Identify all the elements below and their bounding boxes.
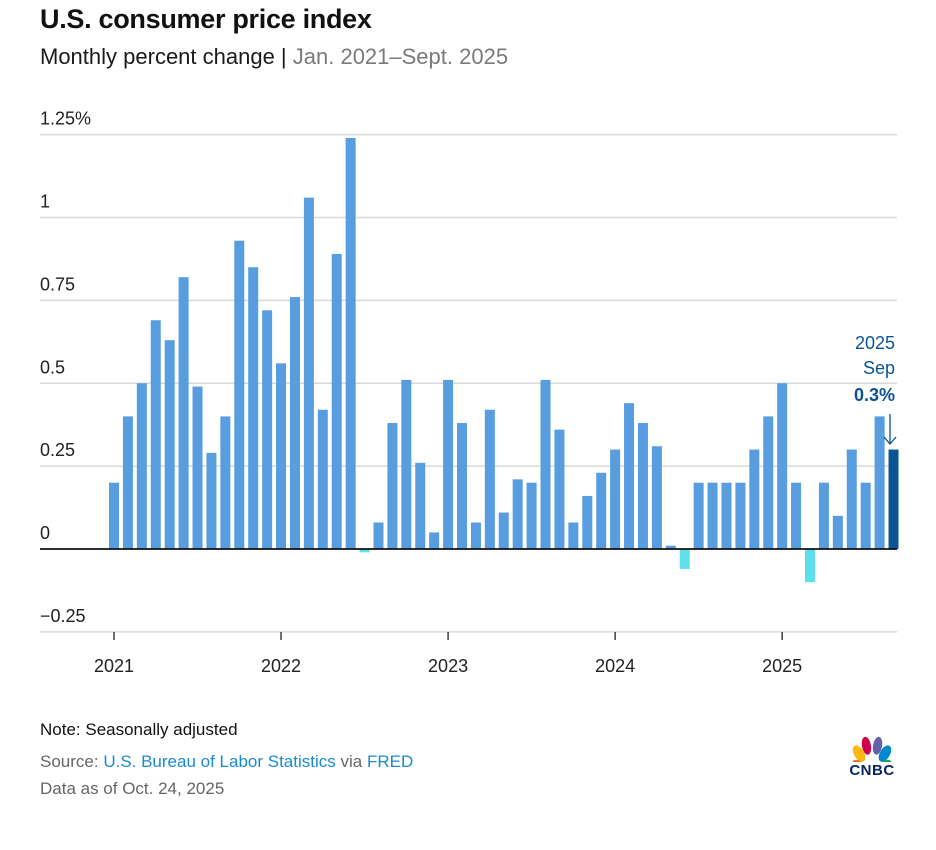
x-tick-label: 2025 <box>762 656 802 676</box>
source-line: Source: U.S. Bureau of Labor Statistics … <box>40 752 413 772</box>
bar <box>164 340 175 549</box>
bar <box>818 482 829 549</box>
down-arrow-icon <box>883 414 897 445</box>
bar <box>457 423 467 549</box>
y-tick-label: 0.75 <box>40 274 75 294</box>
bar <box>122 416 133 549</box>
data-as-of: Data as of Oct. 24, 2025 <box>40 779 225 798</box>
chart-subtitle: Monthly percent change | Jan. 2021–Sept.… <box>40 44 508 70</box>
subtitle-main: Monthly percent change | <box>40 44 293 69</box>
bar <box>540 379 551 549</box>
bar <box>484 409 495 549</box>
cnbc-logo: CNBC <box>842 734 902 780</box>
y-tick-label: −0.25 <box>40 606 86 626</box>
bar <box>763 416 774 549</box>
bar <box>874 416 885 549</box>
bar <box>888 449 899 549</box>
bar <box>735 482 746 549</box>
bar <box>832 515 843 549</box>
bar <box>721 482 732 549</box>
y-tick-label: 0.5 <box>40 357 65 377</box>
bar <box>791 482 802 549</box>
x-tick-label: 2022 <box>261 656 301 676</box>
x-axis: 2021 2022 2023 2024 2025 <box>94 632 802 676</box>
bar <box>707 482 718 549</box>
subtitle-range: Jan. 2021–Sept. 2025 <box>292 44 509 69</box>
bar <box>749 449 760 549</box>
bar <box>303 197 314 550</box>
y-tick-label: 0 <box>40 523 50 543</box>
annotation-value: 0.3% <box>854 385 895 405</box>
x-tick-label: 2024 <box>595 656 635 676</box>
logo-text: CNBC <box>849 762 895 779</box>
bar <box>178 277 189 549</box>
source-mid: via <box>335 752 367 771</box>
bar <box>234 240 245 549</box>
bar <box>317 409 328 549</box>
bar <box>373 522 384 549</box>
bar <box>610 449 621 549</box>
peacock-icon <box>852 736 892 773</box>
bar <box>568 522 579 549</box>
bar <box>248 267 259 549</box>
bar <box>651 446 662 549</box>
bar <box>192 386 203 549</box>
latest-value-annotation: 2025 Sep 0.3% <box>854 333 897 445</box>
y-axis-labels: −0.25 0 0.25 0.5 0.75 1 1.25% <box>40 109 91 626</box>
bar <box>846 449 857 549</box>
bars <box>109 137 899 583</box>
bar <box>805 549 815 583</box>
x-tick-label: 2023 <box>428 656 468 676</box>
bar <box>470 522 481 549</box>
bar <box>554 429 565 549</box>
source-prefix: Source: <box>40 752 104 771</box>
bar <box>582 495 593 549</box>
bar <box>359 549 370 553</box>
bar <box>596 472 607 549</box>
bar <box>665 545 676 549</box>
bar-chart: −0.25 0 0.25 0.5 0.75 1 1.25% 2021 2022 2023 2024… <box>40 109 899 676</box>
bar <box>512 479 523 549</box>
footnote: Note: Seasonally adjusted <box>40 720 238 739</box>
bar <box>276 363 287 549</box>
x-tick-label: 2021 <box>94 656 134 676</box>
annotation-month: Sep <box>863 358 895 378</box>
bar <box>415 462 426 549</box>
bar <box>206 452 217 549</box>
bar <box>693 482 704 549</box>
bar <box>136 383 147 549</box>
source-link-bls[interactable]: U.S. Bureau of Labor Statistics <box>103 752 336 771</box>
bar <box>777 383 788 549</box>
y-tick-label: 1 <box>40 192 50 212</box>
bar <box>387 423 398 549</box>
bar <box>401 379 412 549</box>
chart-title: U.S. consumer price index <box>40 4 372 34</box>
bar <box>443 379 454 549</box>
annotation-year: 2025 <box>855 333 895 353</box>
y-tick-label: 0.25 <box>40 440 75 460</box>
bar <box>345 137 356 549</box>
bar <box>637 423 648 549</box>
bar <box>679 549 690 569</box>
bar <box>331 253 342 549</box>
bar <box>526 482 537 549</box>
bar <box>262 310 273 549</box>
source-link-fred[interactable]: FRED <box>366 752 414 771</box>
bar <box>860 482 871 549</box>
bar <box>429 532 440 549</box>
bar <box>289 297 300 549</box>
bar <box>624 403 635 549</box>
bar <box>109 482 119 549</box>
y-tick-label: 1.25% <box>40 109 91 129</box>
bar <box>498 512 509 549</box>
bar <box>150 320 161 549</box>
bar <box>220 416 231 549</box>
